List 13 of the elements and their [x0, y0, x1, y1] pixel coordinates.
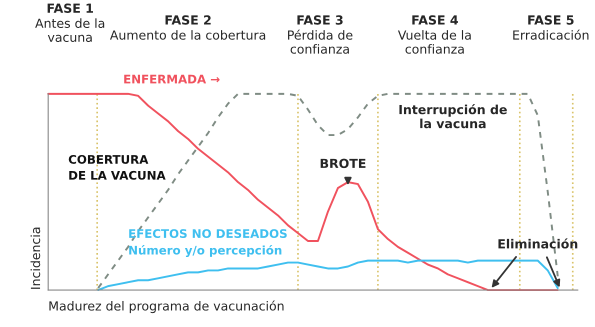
text: FASE 5 Erradicación — [513, 15, 588, 40]
text: FASE 1 Antes de la vacuna — [35, 3, 104, 42]
annotation: BROTE — [320, 158, 366, 168]
annotation: Eliminación — [498, 238, 578, 249]
series-label: COBERTURA DE LA VACUNA — [68, 154, 166, 180]
text: FASE 3 Pérdida de confianza — [288, 15, 352, 54]
y-axis-title: Incidencia — [30, 228, 40, 289]
text: FASE 4 Vuelta de la confianza — [398, 15, 471, 54]
annotation: Interrupción de la vacuna — [399, 104, 507, 128]
x-axis-title: Madurez del programa de vacunación — [49, 300, 284, 314]
text: FASE 2 Aumento de la cobertura — [110, 15, 266, 40]
series-label: ENFERMADA → — [124, 74, 220, 84]
series-label: EFECTOS NO DESEADOS Número y/o percepción — [129, 229, 287, 258]
